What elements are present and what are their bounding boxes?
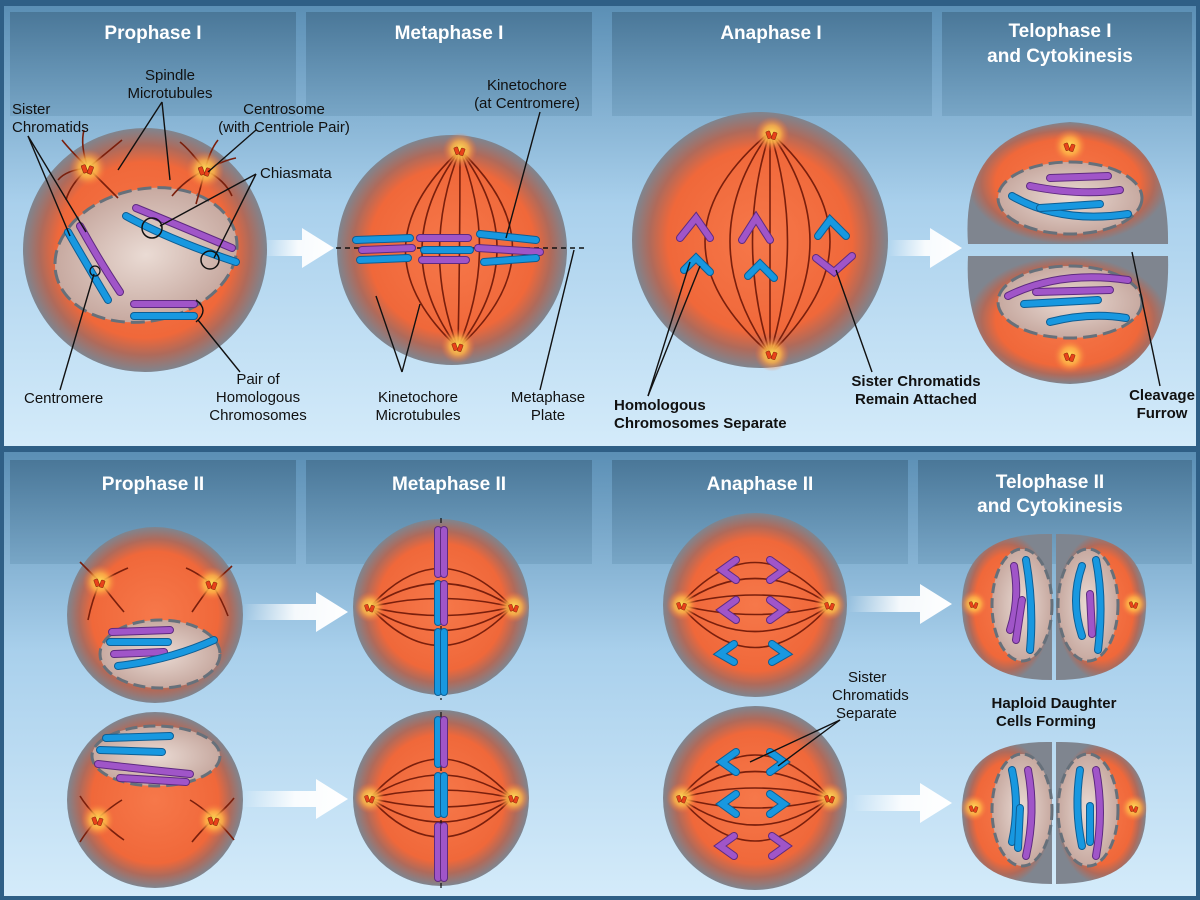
- label-cleavage-line2: Furrow: [1137, 405, 1188, 422]
- label-pair-line2: Homologous: [216, 389, 300, 406]
- arrow-prophase2a-to-metaphase2a: [242, 592, 348, 632]
- centrosome-icon: [194, 566, 230, 602]
- label-haploid-line2: Cells Forming: [996, 713, 1096, 730]
- label-sister-remain-line2: Remain Attached: [855, 391, 977, 408]
- arrow-anaphase2b-to-telophase2b: [852, 783, 952, 823]
- label-sister-separate-line3: Separate: [836, 705, 897, 722]
- arrow-prophase2b-to-metaphase2b: [242, 779, 348, 819]
- title-anaphase-1: Anaphase I: [720, 23, 821, 44]
- label-homologous-separate-line2: Chromosomes Separate: [614, 415, 787, 432]
- leader-lines: [27, 101, 1161, 767]
- label-kinetochore-microtubules-line1: Kinetochore: [378, 389, 458, 406]
- chromosomes: [1004, 172, 1132, 326]
- centrosome-icon: [754, 336, 790, 372]
- title-telophase-2-line1: Telophase II: [996, 472, 1104, 493]
- arrow-anaphase2a-to-telophase2a: [848, 584, 952, 624]
- title-metaphase-1: Metaphase I: [395, 23, 504, 44]
- label-pair-line3: Chromosomes: [209, 407, 307, 424]
- chromosomes-separating: [676, 210, 856, 282]
- transition-arrows: [242, 228, 962, 823]
- label-metaphase-plate-line2: Plate: [531, 407, 565, 424]
- label-sister-separate-line2: Chromatids: [832, 687, 909, 704]
- cell-prophase-2-top: [67, 527, 243, 703]
- label-spindle-line1: Spindle: [145, 67, 195, 84]
- label-centrosome-line2: (with Centriole Pair): [218, 119, 350, 136]
- centrosome-icon: [666, 589, 698, 621]
- title-metaphase-2: Metaphase II: [392, 474, 506, 495]
- label-sister-separate-line1: Sister: [848, 669, 886, 686]
- cell-metaphase-2-top: [353, 518, 530, 700]
- labels: Spindle Microtubules Sister Chromatids C…: [12, 67, 1195, 730]
- label-kinetochore-microtubules-line2: Microtubules: [375, 407, 460, 424]
- centrosome-icon: [814, 589, 846, 621]
- cell-telophase-1: [967, 122, 1169, 384]
- title-prophase-1: Prophase I: [104, 23, 201, 44]
- centrosome-icon: [1119, 589, 1149, 619]
- centrosome-icon: [814, 782, 846, 814]
- centrosome-icon: [196, 802, 232, 838]
- title-prophase-2: Prophase II: [102, 474, 204, 495]
- centrosome-icon: [959, 589, 989, 619]
- title-telophase-1-line1: Telophase I: [1008, 21, 1111, 42]
- centrosome-icon: [354, 782, 386, 814]
- label-pair-line1: Pair of: [236, 371, 280, 388]
- label-cleavage-line1: Cleavage: [1129, 387, 1195, 404]
- centrosome-icon: [498, 782, 530, 814]
- centrosome-icon: [754, 116, 790, 152]
- label-metaphase-plate-line1: Metaphase: [511, 389, 585, 406]
- cell-telophase-2-top: [959, 533, 1149, 680]
- chromosomes: [64, 204, 240, 320]
- centrosome-icon: [185, 150, 225, 190]
- title-telophase-2-line2: and Cytokinesis: [977, 496, 1123, 517]
- cell-metaphase-2-bottom: [353, 710, 530, 888]
- chromosomes-paired: [352, 230, 544, 266]
- label-kinetochore-line1: Kinetochore: [487, 77, 567, 94]
- centrosome-icon: [82, 564, 118, 600]
- centrosome-icon: [959, 793, 989, 823]
- centrosome-icon: [354, 591, 386, 623]
- centrosome-icon: [80, 802, 116, 838]
- cell-telophase-2-bottom: [959, 741, 1149, 884]
- arrow-anaphase1-to-telophase1: [888, 228, 962, 268]
- label-kinetochore-line2: (at Centromere): [474, 95, 580, 112]
- cell-anaphase-1: [632, 112, 888, 372]
- centrosome-icon: [68, 148, 108, 188]
- title-telophase-1-line2: and Cytokinesis: [987, 46, 1133, 67]
- label-sister-chromatids-line2: Chromatids: [12, 119, 89, 136]
- title-anaphase-2: Anaphase II: [707, 474, 814, 495]
- label-homologous-separate-line1: Homologous: [614, 397, 706, 414]
- label-spindle-line2: Microtubules: [127, 85, 212, 102]
- centrosome-icon: [498, 591, 530, 623]
- label-sister-chromatids-line1: Sister: [12, 101, 50, 118]
- centrosome-icon: [666, 782, 698, 814]
- cell-metaphase-1: [336, 132, 588, 365]
- cell-anaphase-2-top: [663, 513, 847, 697]
- cell-prophase-1: [23, 128, 267, 372]
- cell-prophase-2-bottom: [67, 712, 243, 888]
- label-haploid-line1: Haploid Daughter: [991, 695, 1116, 712]
- centrosome-icon: [1052, 128, 1088, 164]
- arrow-prophase1-to-metaphase1: [262, 228, 334, 268]
- label-sister-remain-line1: Sister Chromatids: [851, 373, 980, 390]
- label-chiasmata: Chiasmata: [260, 165, 332, 182]
- cell-anaphase-2-bottom: [663, 706, 847, 890]
- centrosome-icon: [440, 328, 476, 364]
- centrosome-icon: [442, 132, 478, 168]
- centrosome-icon: [1052, 338, 1088, 374]
- label-centrosome-line1: Centrosome: [243, 101, 325, 118]
- label-centromere: Centromere: [24, 390, 103, 407]
- centrosome-icon: [1119, 793, 1149, 823]
